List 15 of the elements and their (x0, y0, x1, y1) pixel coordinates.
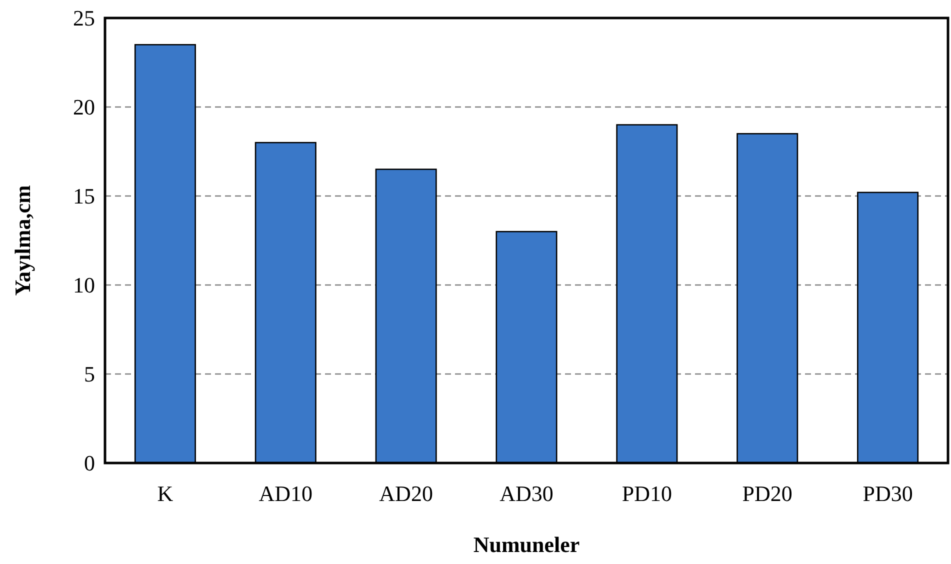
x-axis-title: Numuneler (473, 532, 580, 557)
x-tick-label: PD20 (742, 481, 792, 506)
y-tick-label: 15 (73, 184, 95, 209)
y-tick-label: 5 (84, 362, 95, 387)
y-tick-label: 0 (84, 450, 95, 476)
x-tick-label: AD10 (258, 481, 313, 506)
x-tick-label: K (157, 481, 174, 506)
y-tick-label: 20 (73, 94, 95, 120)
y-tick-label: 25 (73, 6, 95, 31)
x-tick-label: AD20 (379, 481, 433, 506)
x-tick-label: AD30 (500, 481, 554, 506)
y-axis-title: Yayılma,cm (10, 185, 35, 296)
x-tick-label: PD10 (622, 481, 672, 506)
x-tick-label: PD30 (862, 481, 913, 506)
y-tick-label: 10 (73, 272, 95, 298)
